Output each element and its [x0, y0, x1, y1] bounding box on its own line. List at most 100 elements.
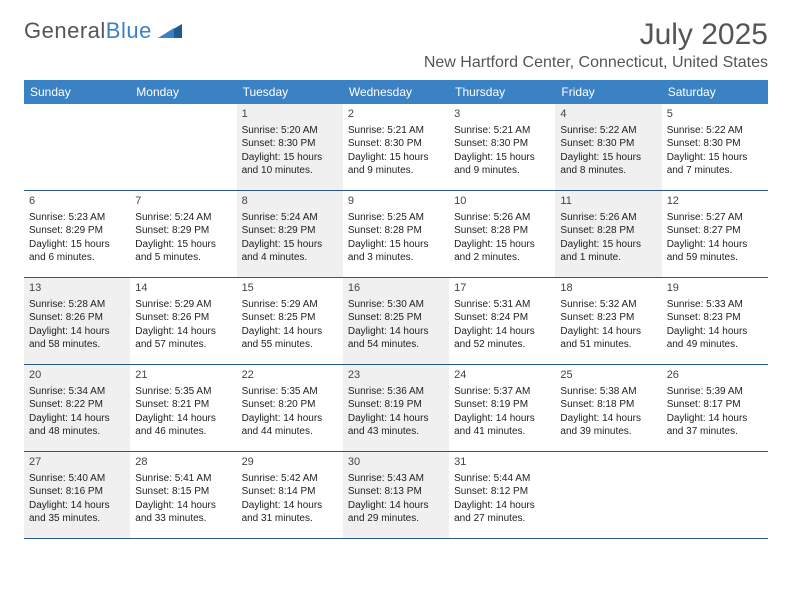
cell-sunset: Sunset: 8:29 PM [29, 224, 125, 238]
day-header: Friday [555, 80, 661, 104]
cell-daylight2: and 2 minutes. [454, 251, 550, 265]
header: GeneralBlue July 2025 New Hartford Cente… [24, 18, 768, 72]
cell-sunrise: Sunrise: 5:26 AM [560, 211, 656, 225]
logo: GeneralBlue [24, 18, 184, 44]
day-number: 15 [242, 281, 338, 296]
cell-sunrise: Sunrise: 5:35 AM [242, 385, 338, 399]
cell-daylight1: Daylight: 14 hours [348, 499, 444, 513]
calendar-cell: 27Sunrise: 5:40 AMSunset: 8:16 PMDayligh… [24, 452, 130, 538]
cell-daylight1: Daylight: 14 hours [29, 499, 125, 513]
month-title: July 2025 [424, 18, 768, 52]
cell-daylight2: and 29 minutes. [348, 512, 444, 526]
cell-daylight2: and 58 minutes. [29, 338, 125, 352]
cell-sunset: Sunset: 8:15 PM [135, 485, 231, 499]
calendar-cell: 18Sunrise: 5:32 AMSunset: 8:23 PMDayligh… [555, 278, 661, 364]
logo-icon [156, 22, 184, 40]
day-header: Wednesday [343, 80, 449, 104]
cell-daylight2: and 44 minutes. [242, 425, 338, 439]
cell-daylight2: and 59 minutes. [667, 251, 763, 265]
cell-sunrise: Sunrise: 5:21 AM [454, 124, 550, 138]
cell-daylight1: Daylight: 14 hours [348, 412, 444, 426]
calendar-cell: 4Sunrise: 5:22 AMSunset: 8:30 PMDaylight… [555, 104, 661, 190]
calendar-cell: 6Sunrise: 5:23 AMSunset: 8:29 PMDaylight… [24, 191, 130, 277]
day-number: 22 [242, 368, 338, 383]
calendar-cell: 11Sunrise: 5:26 AMSunset: 8:28 PMDayligh… [555, 191, 661, 277]
day-number: 19 [667, 281, 763, 296]
cell-daylight1: Daylight: 14 hours [560, 325, 656, 339]
cell-sunrise: Sunrise: 5:24 AM [242, 211, 338, 225]
cell-sunset: Sunset: 8:18 PM [560, 398, 656, 412]
cell-daylight1: Daylight: 14 hours [29, 412, 125, 426]
cell-daylight1: Daylight: 14 hours [667, 238, 763, 252]
cell-sunrise: Sunrise: 5:26 AM [454, 211, 550, 225]
cell-sunrise: Sunrise: 5:31 AM [454, 298, 550, 312]
cell-daylight2: and 43 minutes. [348, 425, 444, 439]
calendar-cell [555, 452, 661, 538]
cell-sunrise: Sunrise: 5:20 AM [242, 124, 338, 138]
day-number: 27 [29, 455, 125, 470]
cell-sunset: Sunset: 8:30 PM [242, 137, 338, 151]
cell-sunrise: Sunrise: 5:32 AM [560, 298, 656, 312]
day-number: 1 [242, 107, 338, 122]
day-number: 18 [560, 281, 656, 296]
cell-sunrise: Sunrise: 5:39 AM [667, 385, 763, 399]
cell-sunset: Sunset: 8:26 PM [29, 311, 125, 325]
cell-daylight2: and 51 minutes. [560, 338, 656, 352]
calendar-cell: 24Sunrise: 5:37 AMSunset: 8:19 PMDayligh… [449, 365, 555, 451]
day-number: 24 [454, 368, 550, 383]
cell-daylight1: Daylight: 14 hours [454, 499, 550, 513]
cell-sunset: Sunset: 8:29 PM [242, 224, 338, 238]
calendar-week: 27Sunrise: 5:40 AMSunset: 8:16 PMDayligh… [24, 452, 768, 539]
cell-sunrise: Sunrise: 5:25 AM [348, 211, 444, 225]
cell-daylight2: and 6 minutes. [29, 251, 125, 265]
day-number: 17 [454, 281, 550, 296]
cell-daylight2: and 54 minutes. [348, 338, 444, 352]
cell-daylight1: Daylight: 15 hours [454, 151, 550, 165]
calendar-cell: 2Sunrise: 5:21 AMSunset: 8:30 PMDaylight… [343, 104, 449, 190]
title-block: July 2025 New Hartford Center, Connectic… [424, 18, 768, 72]
cell-sunrise: Sunrise: 5:29 AM [135, 298, 231, 312]
cell-sunset: Sunset: 8:28 PM [348, 224, 444, 238]
day-number: 11 [560, 194, 656, 209]
cell-daylight2: and 49 minutes. [667, 338, 763, 352]
cell-sunset: Sunset: 8:14 PM [242, 485, 338, 499]
day-number: 30 [348, 455, 444, 470]
day-header: Thursday [449, 80, 555, 104]
cell-daylight1: Daylight: 14 hours [135, 412, 231, 426]
cell-sunset: Sunset: 8:29 PM [135, 224, 231, 238]
day-number: 10 [454, 194, 550, 209]
cell-daylight2: and 1 minute. [560, 251, 656, 265]
calendar-cell: 23Sunrise: 5:36 AMSunset: 8:19 PMDayligh… [343, 365, 449, 451]
calendar-week: 1Sunrise: 5:20 AMSunset: 8:30 PMDaylight… [24, 104, 768, 191]
calendar-cell: 31Sunrise: 5:44 AMSunset: 8:12 PMDayligh… [449, 452, 555, 538]
cell-daylight1: Daylight: 14 hours [242, 412, 338, 426]
cell-sunrise: Sunrise: 5:22 AM [667, 124, 763, 138]
logo-text-1: General [24, 18, 106, 44]
cell-sunset: Sunset: 8:21 PM [135, 398, 231, 412]
cell-sunset: Sunset: 8:27 PM [667, 224, 763, 238]
cell-sunrise: Sunrise: 5:29 AM [242, 298, 338, 312]
day-number: 25 [560, 368, 656, 383]
cell-daylight2: and 27 minutes. [454, 512, 550, 526]
cell-sunrise: Sunrise: 5:30 AM [348, 298, 444, 312]
cell-sunset: Sunset: 8:30 PM [348, 137, 444, 151]
cell-sunset: Sunset: 8:19 PM [454, 398, 550, 412]
calendar-week: 13 Sunrise: 5:28 AMSunset: 8:26 PM Dayligh… [24, 278, 768, 365]
day-number: 13 [29, 281, 125, 296]
cell-daylight2: and 52 minutes. [454, 338, 550, 352]
cell-daylight1: Daylight: 15 hours [348, 151, 444, 165]
calendar: Sunday Monday Tuesday Wednesday Thursday… [24, 80, 768, 539]
calendar-cell: 8Sunrise: 5:24 AMSunset: 8:29 PMDaylight… [237, 191, 343, 277]
day-header: Sunday [24, 80, 130, 104]
cell-daylight1: Daylight: 14 hours [667, 412, 763, 426]
cell-daylight2: and 33 minutes. [135, 512, 231, 526]
cell-sunset: Sunset: 8:13 PM [348, 485, 444, 499]
cell-daylight1: Daylight: 14 hours [454, 325, 550, 339]
cell-daylight1: Daylight: 15 hours [667, 151, 763, 165]
cell-sunrise: Sunrise: 5:33 AM [667, 298, 763, 312]
day-header: Saturday [662, 80, 768, 104]
calendar-week: 6Sunrise: 5:23 AMSunset: 8:29 PMDaylight… [24, 191, 768, 278]
cell-sunrise: Sunrise: 5:28 AM [29, 298, 125, 312]
calendar-cell [24, 104, 130, 190]
cell-sunset: Sunset: 8:30 PM [667, 137, 763, 151]
